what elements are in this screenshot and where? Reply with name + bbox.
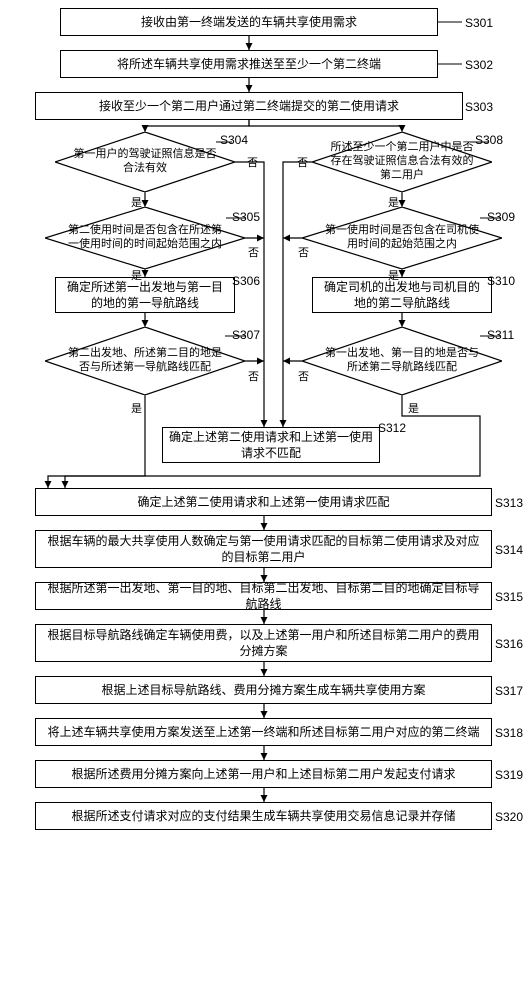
edge-no: 否 xyxy=(247,154,258,170)
label-s315: S315 xyxy=(495,590,523,604)
step-s320: 根据所述支付请求对应的支付结果生成车辆共享使用交易信息记录并存储 xyxy=(35,802,492,830)
step-text: 接收至少一个第二用户通过第二终端提交的第二使用请求 xyxy=(99,98,399,114)
step-text: 将所述车辆共享使用需求推送至至少一个第二终端 xyxy=(117,56,381,72)
label-s305: S305 xyxy=(232,210,260,224)
step-text: 确定上述第二使用请求和上述第一使用请求不匹配 xyxy=(169,429,373,461)
step-s315: 根据所述第一出发地、第一目的地、目标第二出发地、目标第二目的地确定目标导航路线 xyxy=(35,582,492,610)
label-s309: S309 xyxy=(487,210,515,224)
step-s312: 确定上述第二使用请求和上述第一使用请求不匹配 xyxy=(162,427,380,463)
step-s301: 接收由第一终端发送的车辆共享使用需求 xyxy=(60,8,438,36)
edge-no: 否 xyxy=(298,368,309,384)
step-text: 根据车辆的最大共享使用人数确定与第一使用请求匹配的目标第二使用请求及对应的目标第… xyxy=(42,533,485,565)
label-s310: S310 xyxy=(487,274,515,288)
edge-yes: 是 xyxy=(131,400,142,416)
decision-s307: 第二出发地、所述第二目的地是否与所述第一导航路线匹配 xyxy=(45,327,245,395)
label-s318: S318 xyxy=(495,726,523,740)
label-s313: S313 xyxy=(495,496,523,510)
decision-s305: 第二使用时间是否包含在所述第一使用时间的时间起始范围之内 xyxy=(45,207,245,269)
step-text: 确定司机的出发地与司机目的地的第二导航路线 xyxy=(319,279,485,311)
decision-text: 所述至少一个第二用户中是否存在驾驶证照信息合法有效的第二用户 xyxy=(327,141,477,182)
decision-text: 第一用户的驾驶证照信息是否合法有效 xyxy=(73,148,217,176)
step-text: 根据所述第一出发地、第一目的地、目标第二出发地、目标第二目的地确定目标导航路线 xyxy=(42,580,485,612)
edge-yes: 是 xyxy=(388,194,399,210)
label-s312: S312 xyxy=(378,421,406,435)
step-s318: 将上述车辆共享使用方案发送至上述第一终端和所述目标第二用户对应的第二终端 xyxy=(35,718,492,746)
edge-yes: 是 xyxy=(388,267,399,283)
label-s311: S311 xyxy=(487,328,514,342)
decision-s308: 所述至少一个第二用户中是否存在驾驶证照信息合法有效的第二用户 xyxy=(312,132,492,192)
step-s314: 根据车辆的最大共享使用人数确定与第一使用请求匹配的目标第二使用请求及对应的目标第… xyxy=(35,530,492,568)
label-s314: S314 xyxy=(495,543,523,557)
label-s301: S301 xyxy=(465,16,493,30)
edge-no: 否 xyxy=(248,244,259,260)
step-s302: 将所述车辆共享使用需求推送至至少一个第二终端 xyxy=(60,50,438,78)
step-text: 根据目标导航路线确定车辆使用费，以及上述第一用户和所述目标第二用户的费用分摊方案 xyxy=(42,627,485,659)
step-s303: 接收至少一个第二用户通过第二终端提交的第二使用请求 xyxy=(35,92,463,120)
flowchart-canvas: 接收由第一终端发送的车辆共享使用需求 将所述车辆共享使用需求推送至至少一个第二终… xyxy=(0,0,530,1000)
label-s316: S316 xyxy=(495,637,523,651)
label-s317: S317 xyxy=(495,684,523,698)
edge-no: 否 xyxy=(248,368,259,384)
label-s302: S302 xyxy=(465,58,493,72)
decision-s311: 第一出发地、第一目的地是否与所述第二导航路线匹配 xyxy=(302,327,502,395)
step-s319: 根据所述费用分摊方案向上述第一用户和上述目标第二用户发起支付请求 xyxy=(35,760,492,788)
decision-text: 第二使用时间是否包含在所述第一使用时间的时间起始范围之内 xyxy=(67,224,223,252)
step-text: 接收由第一终端发送的车辆共享使用需求 xyxy=(141,14,357,30)
label-s306: S306 xyxy=(232,274,260,288)
label-s304: S304 xyxy=(220,133,248,147)
edge-yes: 是 xyxy=(131,194,142,210)
decision-s309: 第一使用时间是否包含在司机使用时间的起始范围之内 xyxy=(302,207,502,269)
label-s320: S320 xyxy=(495,810,523,824)
edge-yes: 是 xyxy=(408,400,419,416)
label-s307: S307 xyxy=(232,328,260,342)
step-text: 确定上述第二使用请求和上述第一使用请求匹配 xyxy=(137,494,389,510)
step-s313: 确定上述第二使用请求和上述第一使用请求匹配 xyxy=(35,488,492,516)
step-text: 根据上述目标导航路线、费用分摊方案生成车辆共享使用方案 xyxy=(101,682,425,698)
step-text: 根据所述费用分摊方案向上述第一用户和上述目标第二用户发起支付请求 xyxy=(71,766,455,782)
step-text: 确定所述第一出发地与第一目的地的第一导航路线 xyxy=(62,279,228,311)
edge-no: 否 xyxy=(298,244,309,260)
step-s316: 根据目标导航路线确定车辆使用费，以及上述第一用户和所述目标第二用户的费用分摊方案 xyxy=(35,624,492,662)
label-s319: S319 xyxy=(495,768,523,782)
step-text: 将上述车辆共享使用方案发送至上述第一终端和所述目标第二用户对应的第二终端 xyxy=(47,724,479,740)
edge-yes: 是 xyxy=(131,267,142,283)
step-text: 根据所述支付请求对应的支付结果生成车辆共享使用交易信息记录并存储 xyxy=(71,808,455,824)
step-s317: 根据上述目标导航路线、费用分摊方案生成车辆共享使用方案 xyxy=(35,676,492,704)
label-s303: S303 xyxy=(465,100,493,114)
edge-no: 否 xyxy=(297,154,308,170)
step-s310: 确定司机的出发地与司机目的地的第二导航路线 xyxy=(312,277,492,313)
decision-text: 第一使用时间是否包含在司机使用时间的起始范围之内 xyxy=(324,224,480,252)
label-s308: S308 xyxy=(475,133,503,147)
step-s306: 确定所述第一出发地与第一目的地的第一导航路线 xyxy=(55,277,235,313)
decision-s304: 第一用户的驾驶证照信息是否合法有效 xyxy=(55,132,235,192)
decision-text: 第二出发地、所述第二目的地是否与所述第一导航路线匹配 xyxy=(67,347,223,375)
decision-text: 第一出发地、第一目的地是否与所述第二导航路线匹配 xyxy=(324,347,480,375)
